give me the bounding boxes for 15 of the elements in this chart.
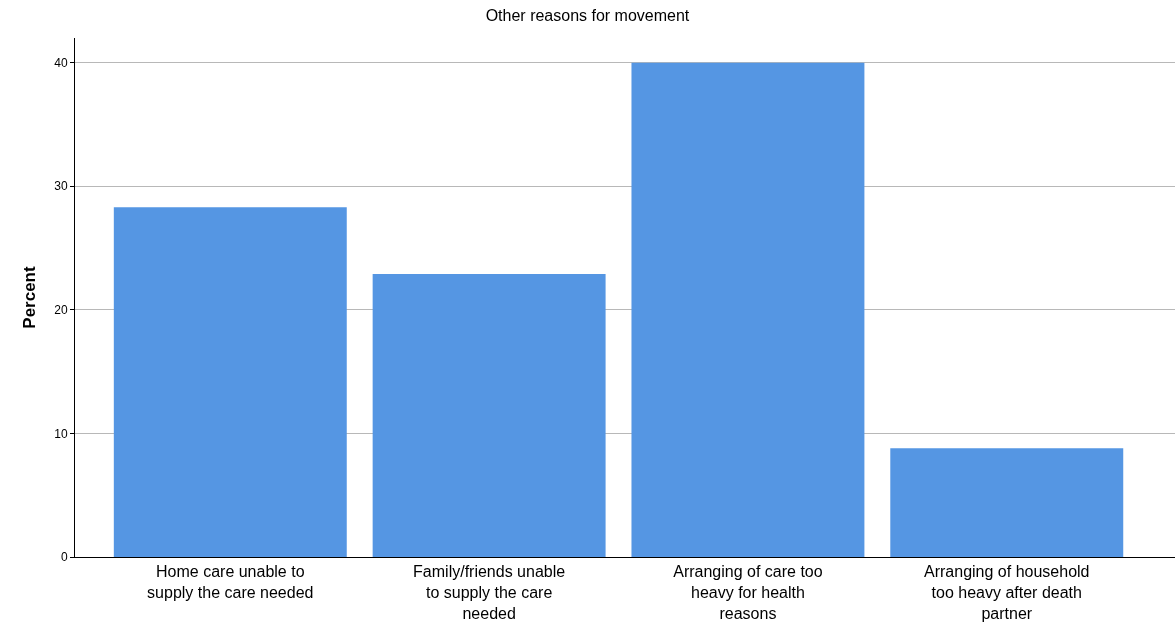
y-tick-label: 30	[54, 179, 68, 194]
y-tick-label: 10	[54, 426, 68, 441]
chart-title: Other reasons for movement	[485, 6, 690, 24]
x-tick-label: Arranging of household too heavy after death partner	[924, 563, 1090, 622]
x-tick-label: Arranging of care too heavy for health reasons	[673, 563, 823, 622]
y-axis-title: Percent	[19, 265, 39, 329]
bar	[631, 62, 865, 557]
bar	[113, 207, 347, 557]
x-tick-label: Family/friends unable to supply the care needed	[413, 563, 566, 622]
x-tick-label: Home care unable to supply the care needed	[147, 563, 314, 601]
bar	[372, 274, 606, 557]
bar	[890, 448, 1124, 557]
y-tick-label: 40	[54, 55, 68, 70]
y-tick-label: 20	[54, 303, 68, 318]
y-tick-label: 0	[60, 550, 68, 565]
